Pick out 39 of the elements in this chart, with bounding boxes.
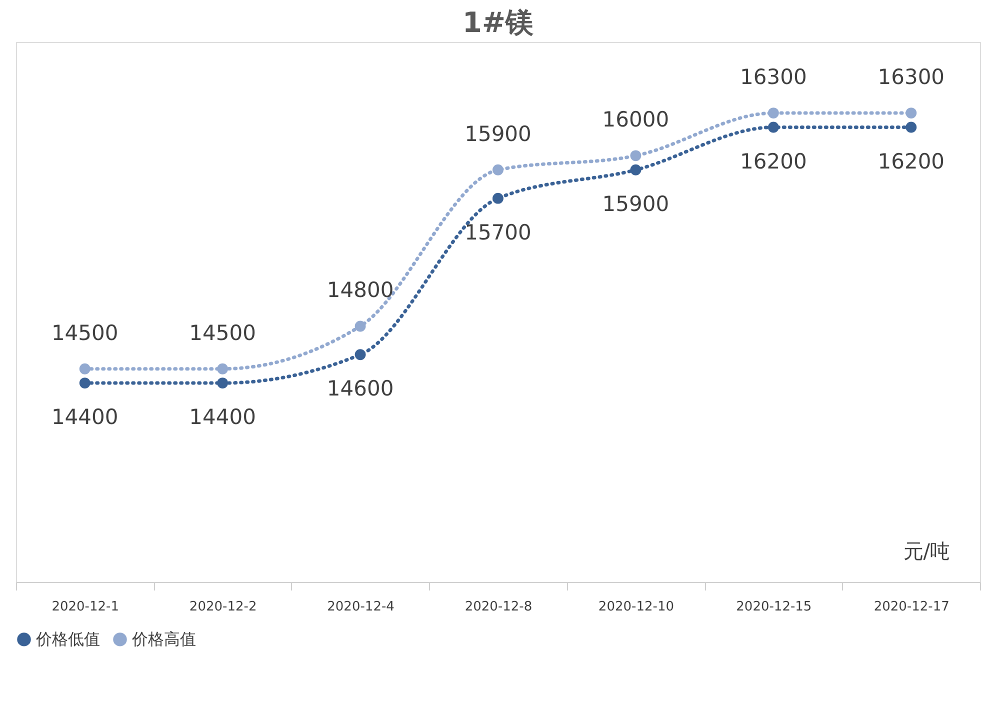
data-label: 16300 [740,65,807,90]
data-label: 14600 [326,376,394,401]
point [768,122,779,133]
data-label: 16300 [878,65,945,90]
x-tick-label: 2020-12-8 [464,600,532,614]
point [906,108,917,119]
data-label: 16200 [740,149,807,174]
data-label: 14500 [51,320,118,345]
x-tick-label: 2020-12-1 [52,600,119,614]
data-label: 16000 [602,108,670,132]
point [768,108,779,119]
data-label: 15700 [464,220,532,244]
point [492,192,504,204]
x-tick-label: 2020-12-17 [874,600,950,614]
data-label: 14400 [189,405,256,430]
data-label: 15900 [464,122,532,146]
chart-title: 1#镁 [462,6,534,39]
data-label: 16200 [878,149,945,174]
point [217,363,228,374]
data-label: 15900 [602,192,670,216]
point [354,349,366,360]
legend-label: 价格低值 [35,629,100,648]
data-label: 14500 [189,320,256,345]
legend-label: 价格高值 [131,629,196,648]
x-tick-label: 2020-12-15 [736,600,812,614]
annotation: 元/吨 [903,539,950,563]
point [79,363,90,374]
point [217,378,228,389]
point [492,164,504,176]
data-label: 14800 [326,278,394,302]
x-tick-label: 2020-12-10 [598,600,674,614]
data-label: 14400 [51,405,118,430]
x-tick-label: 2020-12-2 [189,600,257,614]
point [79,378,90,389]
point [630,150,642,162]
point [906,122,917,133]
point [354,320,366,332]
point [630,164,642,176]
x-tick-label: 2020-12-4 [327,600,394,614]
